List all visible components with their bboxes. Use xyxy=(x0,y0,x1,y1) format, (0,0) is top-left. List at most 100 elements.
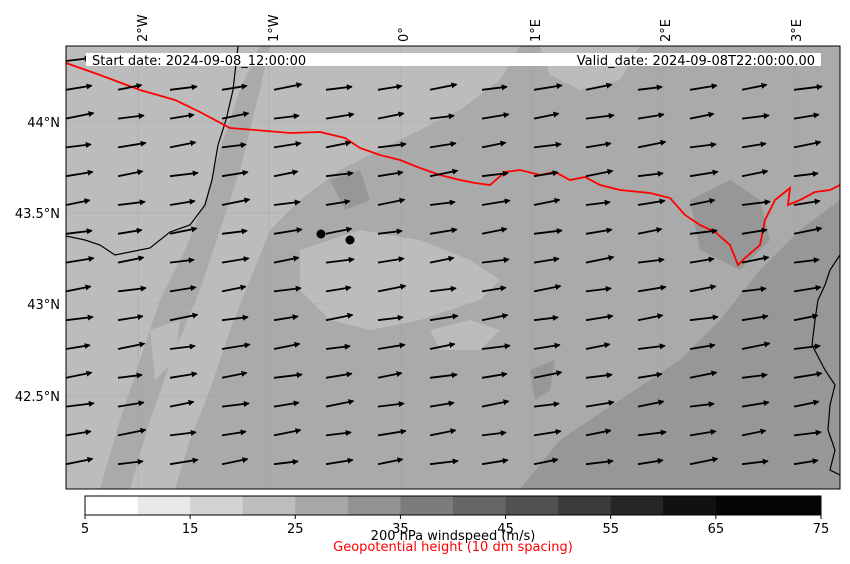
wind-arrow xyxy=(273,458,299,466)
wind-arrow xyxy=(585,399,615,408)
wind-arrow xyxy=(429,342,456,350)
start-date-label: Start date: 2024-09-08_12:00:00 xyxy=(92,54,306,69)
wind-arrow xyxy=(377,111,405,120)
wind-arrow xyxy=(377,283,407,293)
wind-arrow xyxy=(117,83,143,91)
wind-arrow xyxy=(741,341,771,350)
wind-arrow xyxy=(637,458,664,466)
wind-arrow xyxy=(221,370,248,379)
wind-arrow xyxy=(377,371,403,379)
wind-arrow xyxy=(377,428,407,437)
wind-arrow xyxy=(273,169,299,178)
wind-arrow xyxy=(221,457,249,466)
wind-arrow xyxy=(169,371,198,379)
wind-arrow xyxy=(273,82,303,91)
wind-arrow xyxy=(429,372,458,379)
colorbar-bin xyxy=(190,496,244,515)
wind-arrow xyxy=(481,399,510,408)
lon-tick-label: 1°E xyxy=(529,19,544,42)
wind-arrow xyxy=(585,313,614,322)
wind-arrow xyxy=(741,199,771,206)
longitude-ticks: 2°W 1°W 0° 1°E 2°E 3°E xyxy=(136,14,805,42)
wind-arrow xyxy=(481,226,508,235)
wind-arrow xyxy=(66,343,91,350)
wind-arrow xyxy=(533,457,559,466)
wind-arrow xyxy=(481,112,510,120)
wind-arrow xyxy=(585,428,612,437)
wind-arrow xyxy=(741,169,769,178)
wind-arrow xyxy=(169,198,196,206)
wind-arrow xyxy=(637,284,667,293)
wind-arrow xyxy=(585,82,613,91)
colorbar-bin xyxy=(137,496,191,515)
colorbar-bin xyxy=(85,496,139,515)
colorbar-title: 200 hPa windspeed (m/s) xyxy=(371,529,536,544)
colorbar-bin xyxy=(505,496,559,515)
station-point xyxy=(345,235,355,245)
wind-arrow xyxy=(689,284,717,293)
wind-arrow xyxy=(66,142,92,149)
wind-arrow xyxy=(585,112,615,120)
wind-arrow xyxy=(221,111,250,120)
wind-arrow xyxy=(741,286,767,293)
wind-arrow xyxy=(377,170,404,178)
wind-arrow xyxy=(377,401,405,408)
wind-arrow xyxy=(169,312,199,322)
wind-arrow xyxy=(533,141,562,149)
wind-arrow xyxy=(117,427,147,437)
station-point xyxy=(316,229,326,239)
colorbar-subtitle: Geopotential height (10 dm spacing) xyxy=(333,540,573,555)
wind-arrow xyxy=(637,170,664,178)
wind-arrow xyxy=(533,428,562,437)
wind-arrow xyxy=(741,458,769,466)
wind-arrow xyxy=(377,83,403,91)
wind-arrow xyxy=(533,342,561,350)
wind-arrow xyxy=(741,372,768,379)
wind-arrow xyxy=(169,429,197,437)
wind-arrow xyxy=(533,83,563,91)
wind-arrow xyxy=(637,112,665,120)
graticule xyxy=(66,46,840,489)
wind-arrow xyxy=(221,142,247,149)
wind-arrow xyxy=(169,84,198,91)
wind-arrow xyxy=(325,199,351,206)
wind-arrow xyxy=(793,257,820,264)
wind-arrow xyxy=(273,400,300,408)
wind-arrow xyxy=(741,82,768,91)
colorbar-tick-label: 5 xyxy=(81,522,89,537)
wind-arrow xyxy=(429,113,455,120)
valid-date-label: Valid_date: 2024-09-08T22:00:00.00 xyxy=(577,54,815,69)
wind-arrow xyxy=(481,430,507,437)
wind-arrow xyxy=(533,111,560,120)
wind-arrow xyxy=(637,198,666,206)
wind-arrow xyxy=(637,343,666,350)
wind-arrow xyxy=(273,113,300,120)
wind-arrow xyxy=(689,198,716,206)
station-points xyxy=(316,229,355,245)
wind-arrow xyxy=(273,314,299,322)
wind-arrow xyxy=(533,170,559,178)
wind-arrow xyxy=(689,370,718,379)
wind-arrow xyxy=(637,84,663,91)
wind-arrow xyxy=(689,401,715,408)
wind-arrow xyxy=(429,199,456,206)
wind-arrow xyxy=(66,370,93,379)
wind-arrow xyxy=(689,456,719,466)
wind-arrow xyxy=(585,168,614,178)
wind-arrow xyxy=(689,111,715,120)
colorbar-bin xyxy=(610,496,664,515)
colorbar-tick-label: 35 xyxy=(392,522,409,537)
colorbar-tick-label: 45 xyxy=(497,522,514,537)
wind-arrow xyxy=(689,228,718,235)
date-banner xyxy=(86,53,821,66)
wind-arrow xyxy=(273,372,303,379)
wind-arrow xyxy=(377,342,406,350)
wind-arrow xyxy=(429,255,455,264)
wind-arrow xyxy=(273,199,301,206)
wind-arrow xyxy=(793,371,823,379)
wind-arrow xyxy=(273,341,301,350)
wind-arrow xyxy=(221,429,247,437)
wind-arrow xyxy=(377,197,406,206)
east-coastline xyxy=(811,254,840,476)
wind-arrow xyxy=(117,227,143,235)
